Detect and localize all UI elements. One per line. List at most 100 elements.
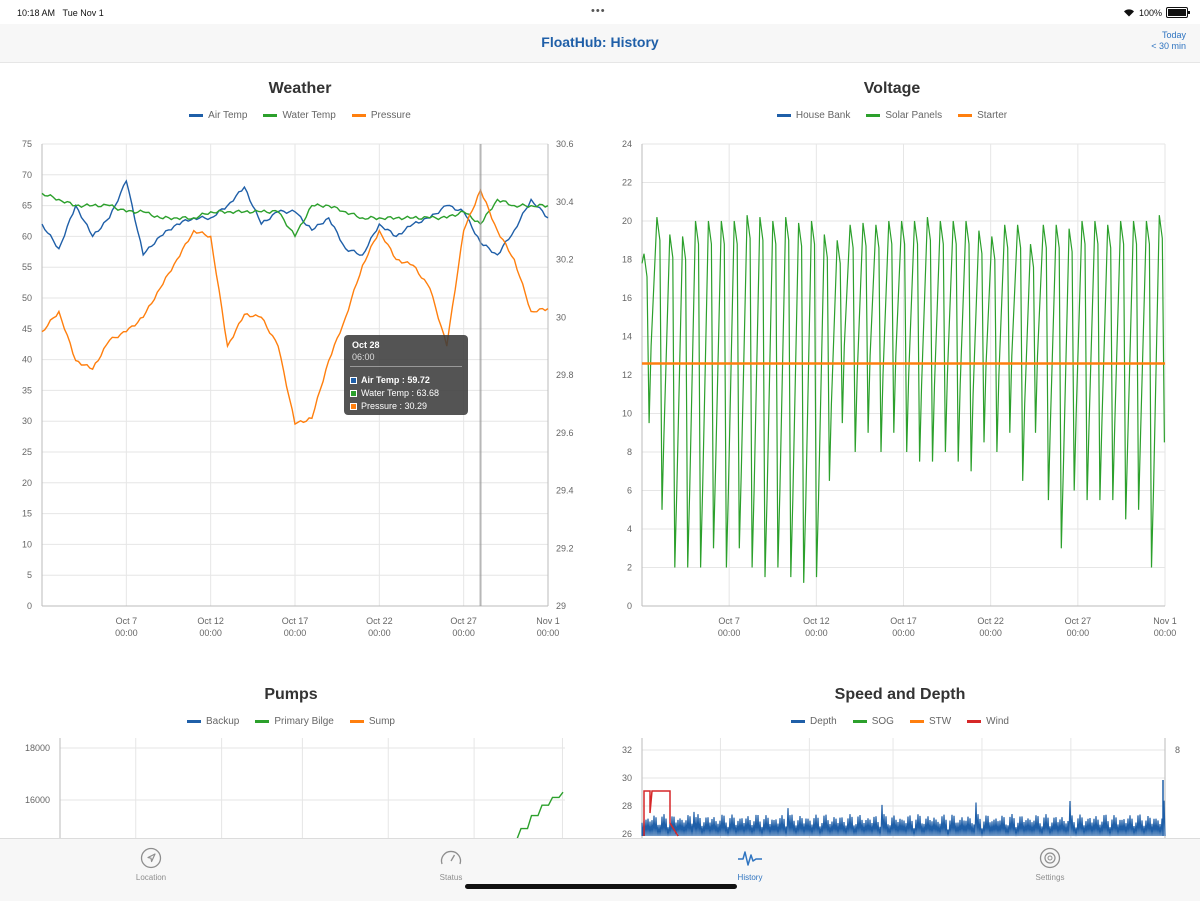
tooltip-row-air-temp: Air Temp : 59.72 <box>350 375 430 385</box>
legend-item-wind[interactable]: Wind <box>967 716 1009 727</box>
x-tick-label: Oct 17 <box>282 616 309 626</box>
y-right-tick-label: 30.4 <box>556 197 574 207</box>
y-right-tick-label: 30.2 <box>556 255 574 265</box>
x-tick-label: 00:00 <box>979 628 1002 638</box>
y-tick-label: 28 <box>622 801 632 811</box>
y-tick-label: 22 <box>622 178 632 188</box>
voltage-chart-title: Voltage <box>863 80 921 97</box>
legend-swatch <box>349 720 364 723</box>
legend-item-primary-bilge[interactable]: Primary Bilge <box>255 716 334 727</box>
status-time: 10:18 AM Tue Nov 1 <box>17 8 104 18</box>
legend-swatch <box>967 720 982 723</box>
time-range-button[interactable]: Today < 30 min <box>1151 30 1186 52</box>
x-tick-label: Nov 1 <box>536 616 560 626</box>
x-tick-label: 00:00 <box>718 628 741 638</box>
legend-label: Wind <box>986 716 1009 727</box>
y-right-tick-label: 8 <box>1175 745 1180 755</box>
weather-legend[interactable]: Air Temp Water Temp Pressure <box>0 110 600 121</box>
x-tick-label: Nov 1 <box>1153 616 1177 626</box>
x-tick-label: Oct 27 <box>1065 616 1092 626</box>
voltage-legend[interactable]: House Bank Solar Panels Starter <box>600 110 1184 121</box>
y-left-tick-label: 55 <box>22 262 32 272</box>
home-indicator <box>465 884 737 889</box>
legend-item-air-temp[interactable]: Air Temp <box>189 110 247 121</box>
tooltip-value: Air Temp : 59.72 <box>361 375 430 385</box>
tab-status[interactable]: Status <box>391 847 511 882</box>
x-tick-label: 00:00 <box>368 628 391 638</box>
legend-label: STW <box>928 716 952 727</box>
x-tick-label: 00:00 <box>1154 628 1177 638</box>
pumps-legend[interactable]: Backup Primary Bilge Sump <box>0 716 582 727</box>
legend-item-backup[interactable]: Backup <box>187 716 239 727</box>
tab-bar: Location Status History Settings <box>0 838 1200 901</box>
y-left-tick-label: 50 <box>22 293 32 303</box>
x-tick-label: 00:00 <box>452 628 475 638</box>
y-left-tick-label: 5 <box>27 570 32 580</box>
series-line-water-temp <box>41 192 549 238</box>
tooltip-swatch <box>350 402 357 410</box>
y-tick-label: 30 <box>622 773 632 783</box>
legend-swatch <box>958 114 973 117</box>
y-left-tick-label: 60 <box>22 231 32 241</box>
legend-swatch <box>852 720 867 723</box>
x-tick-label: Oct 12 <box>197 616 224 626</box>
x-tick-label: 00:00 <box>1067 628 1090 638</box>
y-left-tick-label: 75 <box>22 139 32 149</box>
tab-location[interactable]: Location <box>91 847 211 882</box>
legend-item-starter[interactable]: Starter <box>958 110 1007 121</box>
gauge-icon <box>440 850 462 865</box>
x-tick-label: 00:00 <box>537 628 560 638</box>
legend-item-water-temp[interactable]: Water Temp <box>263 110 336 121</box>
y-right-tick-label: 29.4 <box>556 486 574 496</box>
tab-history[interactable]: History <box>690 847 810 882</box>
y-tick-label: 26 <box>622 829 632 838</box>
tab-label: History <box>737 873 763 882</box>
speed-depth-chart[interactable]: 26 28 30 32 8 <box>600 738 1200 838</box>
multitask-dots[interactable]: ••• <box>591 5 606 17</box>
tab-label: Location <box>135 873 167 882</box>
legend-swatch <box>791 720 806 723</box>
legend-item-stw[interactable]: STW <box>909 716 952 727</box>
legend-label: Water Temp <box>282 110 336 121</box>
pumps-chart-title: Pumps <box>264 686 318 703</box>
legend-item-depth[interactable]: Depth <box>791 716 837 727</box>
series-line-pressure <box>41 188 549 426</box>
y-tick-label: 8 <box>627 447 632 457</box>
tooltip-row-water-temp: Water Temp : 63.68 <box>350 388 439 398</box>
tooltip-swatch <box>350 376 357 384</box>
legend-item-house-bank[interactable]: House Bank <box>776 110 850 121</box>
battery-icon <box>1166 7 1190 18</box>
series-line-solar-panels <box>641 215 1165 583</box>
y-right-tick-label: 30.6 <box>556 139 574 149</box>
x-tick-label: 00:00 <box>115 628 138 638</box>
speed-depth-legend[interactable]: Depth SOG STW Wind <box>600 716 1200 727</box>
legend-item-solar-panels[interactable]: Solar Panels <box>866 110 942 121</box>
y-tick-label: 18 <box>622 255 632 265</box>
tab-label: Status <box>439 873 463 882</box>
weather-chart[interactable]: 0 5 10 15 20 25 30 35 40 45 50 55 60 65 70 75 29 29.2 29.4… <box>0 130 600 650</box>
legend-swatch <box>866 114 881 117</box>
tab-settings[interactable]: Settings <box>990 847 1110 882</box>
y-left-tick-label: 35 <box>22 385 32 395</box>
legend-item-sump[interactable]: Sump <box>349 716 395 727</box>
status-right: 100% <box>1123 7 1190 18</box>
legend-label: Solar Panels <box>885 110 943 121</box>
pumps-chart[interactable]: 16000 18000 <box>0 738 600 838</box>
page-title: FloatHub: History <box>541 34 659 50</box>
legend-item-pressure[interactable]: Pressure <box>351 110 411 121</box>
series-line-depth <box>641 800 1166 837</box>
y-left-tick-label: 10 <box>22 539 32 549</box>
x-tick-label: Oct 7 <box>116 616 138 626</box>
y-left-tick-label: 15 <box>22 509 32 519</box>
legend-item-sog[interactable]: SOG <box>852 716 894 727</box>
x-tick-label: Oct 22 <box>977 616 1004 626</box>
weather-chart-title: Weather <box>268 80 332 97</box>
y-left-tick-label: 0 <box>27 601 32 611</box>
y-tick-label: 16000 <box>25 795 50 805</box>
x-tick-label: Oct 27 <box>450 616 477 626</box>
x-tick-label: 00:00 <box>284 628 307 638</box>
x-tick-label: Oct 22 <box>366 616 393 626</box>
y-tick-label: 20 <box>622 216 632 226</box>
y-left-tick-label: 70 <box>22 170 32 180</box>
